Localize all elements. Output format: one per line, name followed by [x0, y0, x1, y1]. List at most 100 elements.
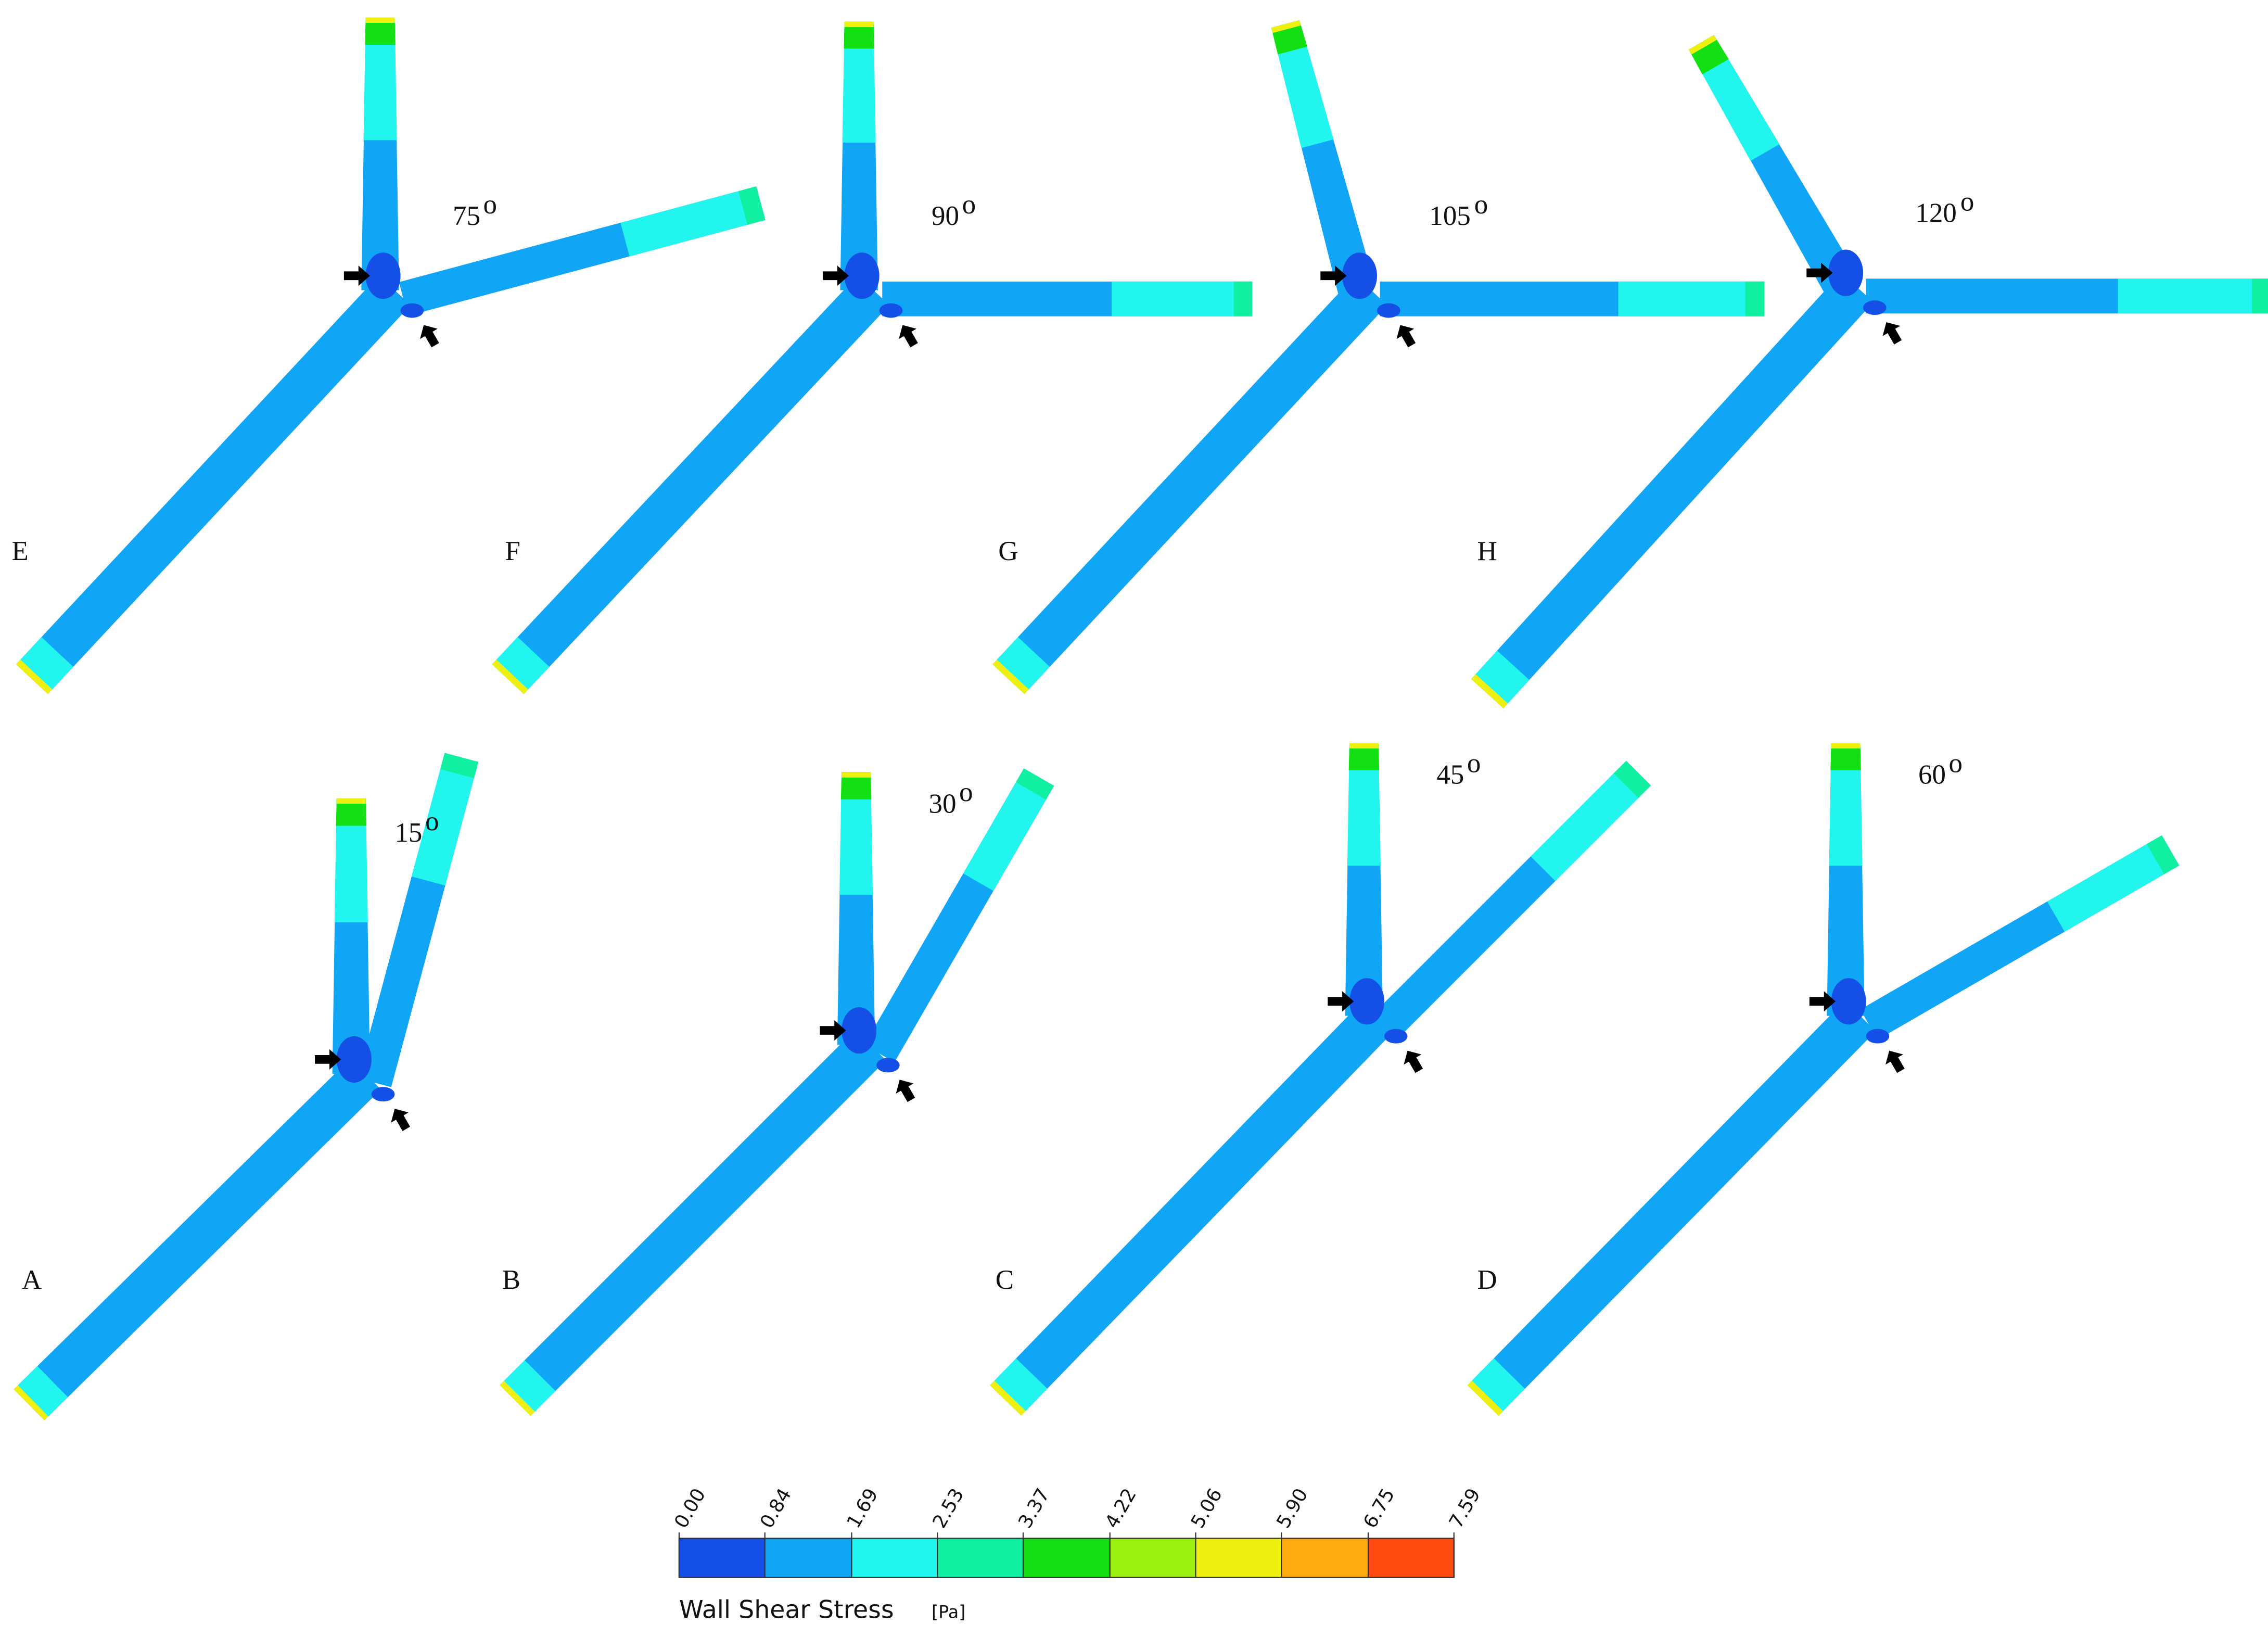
vertical-tip: [365, 17, 396, 45]
trunk-edge: [990, 1380, 1026, 1416]
colorbar-bin: [679, 1538, 765, 1578]
vertical-edge: [1831, 743, 1861, 749]
low-shear-zone: [842, 1007, 877, 1054]
angled-tip: [1613, 760, 1651, 798]
angle-mark: o: [425, 806, 439, 836]
colorbar-tick-label: 5.06: [1186, 1484, 1227, 1532]
colorbar-tick-label: 0.84: [755, 1484, 796, 1532]
trunk-edge: [992, 659, 1029, 694]
trunk-inlet: [500, 1360, 556, 1416]
panel-letter: B: [502, 1265, 520, 1295]
angled-outlet: [1531, 760, 1651, 881]
colorbar-bin: [1023, 1538, 1110, 1578]
colorbar-bin: [851, 1538, 938, 1578]
arrow: [1396, 325, 1416, 348]
vertical-edge: [1349, 743, 1379, 749]
arrow: [1809, 991, 1836, 1012]
colorbar-tick-label: 4.22: [1100, 1484, 1141, 1532]
low-shear-zone: [1828, 249, 1864, 296]
panel-letter: H: [1477, 536, 1497, 566]
low-shear-zone: [400, 303, 424, 318]
vertical-outlet: [363, 17, 397, 141]
arrow: [391, 1109, 411, 1131]
angle-label: 120: [1915, 198, 1956, 229]
angle-mark: o: [483, 189, 497, 220]
panel-letter: E: [11, 536, 28, 566]
angled-tip: [1233, 281, 1253, 316]
vertical-outlet: [839, 772, 873, 895]
low-shear-zone: [876, 1058, 900, 1073]
colorbar-bin: [765, 1538, 852, 1578]
angled-tip: [440, 753, 479, 779]
colorbar-bin: [1281, 1538, 1369, 1578]
trunk-edge: [1467, 1380, 1503, 1416]
angle-mark: o: [1960, 186, 1974, 217]
low-shear-zone: [1342, 252, 1378, 299]
angled-outlet: [620, 186, 766, 257]
panel-letter: G: [998, 536, 1018, 566]
low-shear-zone: [1377, 303, 1400, 318]
colorbar-tick-label: 1.69: [842, 1484, 883, 1532]
trunk-edge: [1471, 674, 1508, 708]
angle-mark: o: [1474, 189, 1488, 220]
vertical-outlet: [334, 798, 368, 922]
panel-letter: A: [22, 1265, 42, 1295]
arrow: [1328, 991, 1354, 1012]
arrow: [315, 1049, 341, 1070]
trunk: [1471, 272, 1874, 708]
trunk-edge: [492, 659, 528, 694]
colorbar-title: Wall Shear Stress: [679, 1596, 894, 1625]
vertical-edge: [842, 772, 871, 778]
angled-outlet: [1618, 281, 1765, 316]
low-shear-zone: [1384, 1029, 1408, 1044]
trunk: [14, 1058, 381, 1420]
trunk-inlet: [1467, 1358, 1525, 1416]
arrow: [1404, 1050, 1423, 1073]
arrow: [343, 265, 371, 286]
arrow: [1806, 262, 1833, 283]
arrow: [1885, 1050, 1905, 1073]
low-shear-zone: [1831, 978, 1866, 1025]
vertical-edge: [336, 798, 366, 804]
low-shear-zone: [365, 252, 401, 299]
arrow: [1320, 265, 1347, 286]
angle-label: 75: [453, 201, 480, 231]
vertical-tip: [1830, 743, 1861, 770]
angle-label: 30: [928, 789, 956, 819]
colorbar-tick-label: 3.37: [1014, 1484, 1054, 1532]
low-shear-zone: [371, 1087, 395, 1102]
vertical-tip: [1348, 743, 1380, 770]
colorbar-unit: [Pa]: [932, 1602, 965, 1622]
angle-label: 45: [1436, 760, 1464, 790]
angled-tip: [1016, 768, 1054, 800]
vertical-tip: [840, 772, 872, 800]
trunk-inlet: [492, 637, 550, 694]
arrow: [1882, 322, 1902, 345]
colorbar-bin: [1110, 1538, 1196, 1578]
angle-mark: o: [959, 777, 973, 807]
angle-mark: o: [1467, 748, 1481, 778]
low-shear-zone: [879, 303, 903, 318]
panel-letter: F: [505, 536, 520, 566]
arrow: [820, 1020, 846, 1041]
angled-outlet: [2047, 835, 2180, 932]
vertical-edge: [1689, 35, 1717, 55]
colorbar-tick-label: 5.90: [1272, 1484, 1313, 1532]
arrow: [822, 265, 849, 286]
low-shear-zone: [1863, 300, 1887, 315]
angled-tip: [2146, 835, 2180, 874]
vertical-edge: [1271, 20, 1301, 33]
colorbar-bin: [937, 1538, 1023, 1578]
angled-outlet: [1112, 281, 1253, 316]
colorbar-bin: [1195, 1538, 1282, 1578]
trunk-edge: [14, 1385, 48, 1420]
trunk-edge: [500, 1380, 535, 1416]
trunk: [990, 1000, 1394, 1416]
trunk: [500, 1029, 886, 1416]
vertical-edge: [844, 21, 874, 28]
vertical-outlet: [1271, 20, 1334, 148]
trunk-inlet: [1471, 650, 1530, 708]
trunk-inlet: [16, 637, 73, 694]
trunk: [1467, 1000, 1876, 1416]
colorbar-tick-label: 2.53: [928, 1484, 969, 1532]
